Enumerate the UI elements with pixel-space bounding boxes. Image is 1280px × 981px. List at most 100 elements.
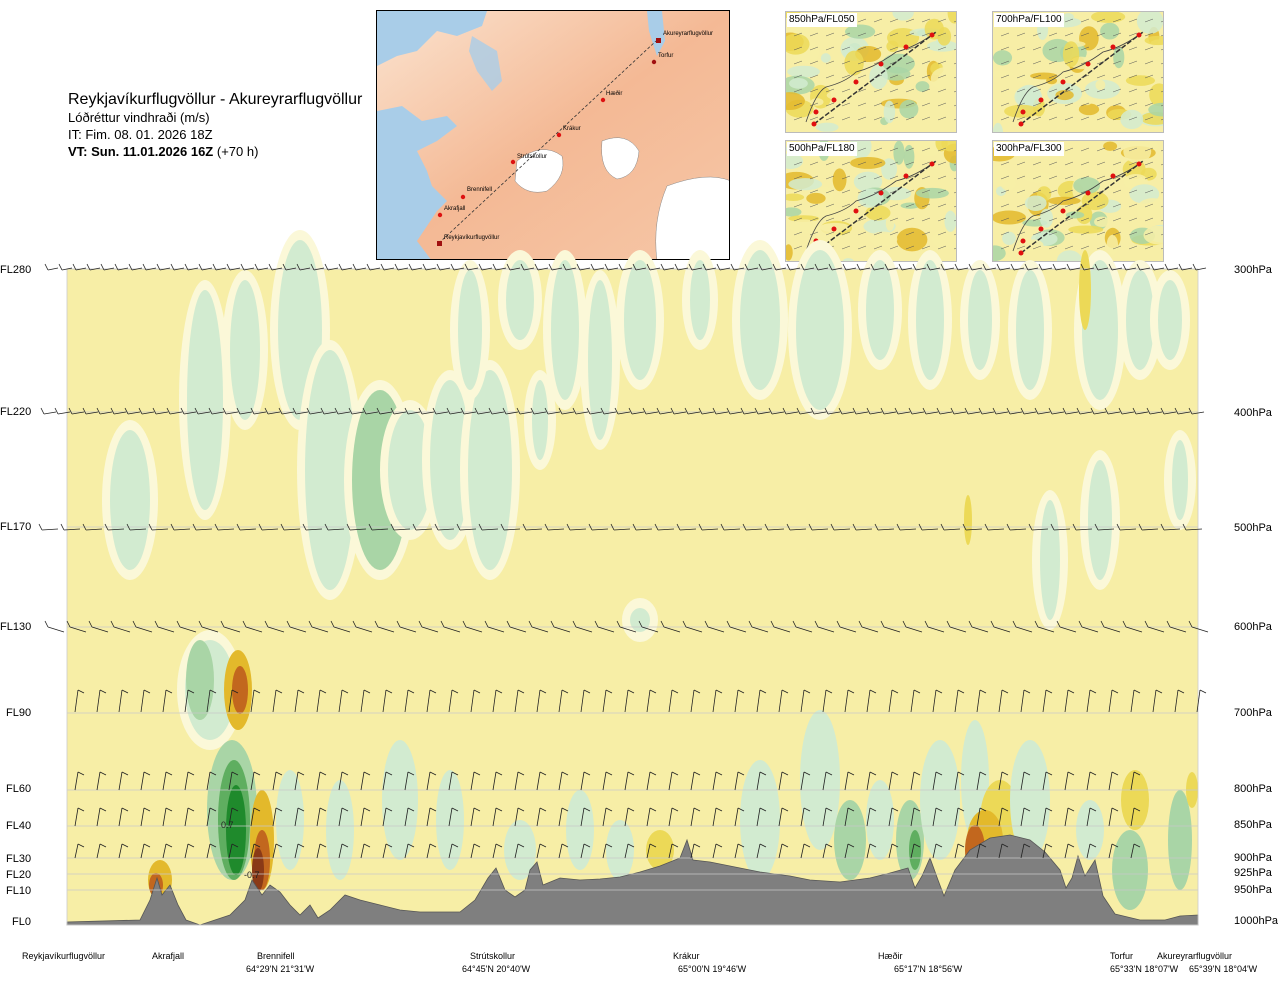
route-map: Akureyrarflugvöllur Torfur Hæðir Krákur … — [376, 10, 730, 260]
wind-barb-feather — [1045, 771, 1053, 776]
wind-barb-feather — [385, 807, 393, 812]
wind-barb-feather — [583, 807, 591, 812]
wind-barb-feather — [517, 771, 525, 776]
thumbnail-wind-barb — [905, 60, 915, 65]
wind-barb — [646, 843, 651, 859]
thumbnail-wind-barb — [921, 88, 931, 93]
thumbnail-wind-barb — [1000, 74, 1010, 79]
wind-barb — [448, 689, 453, 713]
pressure-label: 400hPa — [1234, 407, 1272, 419]
thumbnail-field-cell — [787, 65, 820, 78]
thumbnail-wind-barb — [921, 189, 931, 194]
wind-barb-feather — [632, 523, 637, 531]
thumbnail-wind-barb — [921, 116, 931, 121]
thumbnail-wind-barb — [905, 231, 915, 236]
thumbnail-850hpa[interactable]: 850hPa/FL050 — [785, 11, 957, 133]
vertical-velocity-cell — [1112, 830, 1148, 910]
wind-barb-feather — [730, 263, 735, 271]
wind-barb-feather — [759, 689, 767, 694]
thumbnail-route — [813, 160, 937, 254]
wind-barb — [1153, 267, 1165, 271]
vertical-velocity-cell — [1076, 800, 1104, 860]
wind-barb — [355, 626, 373, 633]
wind-barb-feather — [275, 771, 283, 776]
updraft-area — [1158, 280, 1182, 360]
thumbnail-field-cell — [893, 141, 905, 165]
wind-barb — [953, 411, 967, 415]
fjord-north — [647, 11, 665, 56]
thumbnail-wind-barb — [1080, 203, 1090, 208]
wind-barb — [1111, 267, 1123, 271]
wind-barb-feather — [1133, 771, 1141, 776]
wind-barb-feather — [614, 407, 619, 415]
thumbnail-wind-barb — [1112, 60, 1122, 65]
thumbnail-field-cell — [786, 33, 810, 55]
thumbnail-wind-barb — [1000, 60, 1010, 65]
wind-barb-feather — [516, 407, 521, 415]
updraft-area — [588, 280, 612, 440]
thumbnail-wind-barb — [1160, 247, 1163, 250]
thumbnail-field-cell — [1065, 211, 1085, 219]
thumbnail-wind-barb — [1128, 203, 1138, 208]
thumbnail-field-cell — [786, 153, 804, 170]
wind-barb-feather — [1006, 523, 1011, 531]
wind-barb — [701, 411, 715, 415]
wind-barb-feather — [957, 843, 965, 848]
wind-barb — [294, 807, 299, 827]
wind-barb-feather — [572, 407, 577, 415]
wind-barb — [635, 528, 653, 531]
wind-barb — [1108, 771, 1113, 791]
thumbnail-waypoint — [831, 226, 837, 232]
thumbnail-500hpa[interactable]: 500hPa/FL180 — [785, 140, 957, 262]
thumbnail-wind-barb — [1080, 46, 1090, 51]
thumbnail-waypoint — [1038, 97, 1044, 103]
updraft-area — [916, 260, 944, 380]
wind-barb — [536, 771, 541, 791]
wind-barb — [495, 267, 507, 271]
thumbnail-waypoint — [903, 173, 909, 179]
wind-barb — [649, 267, 661, 271]
thumbnail-300hpa[interactable]: 300hPa/FL300 — [992, 140, 1164, 262]
wind-barb-feather — [1111, 807, 1119, 812]
thumbnail-field-cell — [786, 207, 802, 217]
wind-barb — [663, 626, 681, 633]
wind-barb — [338, 807, 343, 827]
wind-barb — [844, 807, 849, 827]
thumbnail-waypoint — [811, 121, 817, 127]
wind-barb — [756, 771, 761, 791]
thumbnail-wind-barb — [825, 74, 835, 79]
thumbnail-wind-barb — [1016, 74, 1026, 79]
thumbnail-wind-barb — [889, 116, 899, 121]
wind-barb-feather — [605, 689, 613, 694]
thumbnail-wind-barb — [1144, 189, 1154, 194]
thumbnail-wind-barb — [1080, 161, 1090, 166]
wind-barb — [883, 411, 897, 415]
wind-barb — [371, 528, 389, 531]
wind-barb-feather — [418, 407, 423, 415]
wind-barb-feather — [394, 263, 399, 271]
wind-barb-feather — [396, 620, 401, 628]
thumbnail-wind-barb — [1016, 175, 1026, 180]
wind-barb-feather — [286, 620, 291, 628]
fjord — [469, 36, 502, 91]
wind-barb-feather — [1138, 523, 1143, 531]
wind-barb-feather — [646, 263, 651, 271]
wind-barb — [1013, 267, 1025, 271]
wind-barb-feather — [99, 807, 107, 812]
thumbnail-waypoint — [1018, 121, 1024, 127]
thumbnail-700hpa[interactable]: 700hPa/FL100 — [992, 11, 1164, 133]
wind-barb-feather — [1108, 263, 1113, 271]
wind-barb — [624, 807, 629, 827]
wind-barb — [888, 689, 893, 713]
wind-barb — [734, 689, 739, 713]
wind-barb-feather — [693, 689, 701, 694]
wind-barb — [1065, 411, 1079, 415]
wind-barb — [976, 843, 981, 859]
wind-barb — [591, 528, 609, 531]
wind-barb-feather — [250, 407, 255, 415]
wind-barb-feather — [473, 771, 481, 776]
wind-barb-feather — [984, 523, 989, 531]
wind-barb-feather — [495, 807, 503, 812]
thumbnail-wind-barb — [857, 88, 867, 93]
thumbnail-label: 700hPa/FL100 — [994, 13, 1064, 27]
